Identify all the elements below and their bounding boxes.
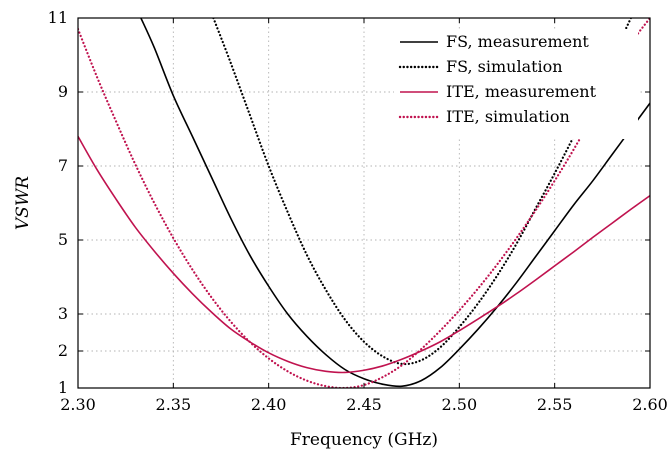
y-tick-label: 3 [58, 304, 68, 323]
x-tick-label: 2.55 [537, 395, 573, 414]
series-line-4 [78, 18, 650, 388]
y-tick-label: 11 [48, 8, 68, 27]
x-tick-label: 2.45 [346, 395, 382, 414]
y-axis-ticks: 1 2 3 5 7 9 11 [48, 8, 650, 397]
y-tick-label: 5 [58, 230, 68, 249]
legend-label: FS, measurement [446, 32, 589, 51]
y-tick-label: 9 [58, 82, 68, 101]
x-axis-ticks: 2.30 2.35 2.40 2.45 2.50 2.55 2.60 [60, 18, 668, 414]
legend-label: ITE, simulation [446, 107, 570, 126]
x-axis-label: Frequency (GHz) [290, 430, 438, 450]
y-tick-label: 7 [58, 156, 68, 175]
y-axis-label: VSWR [13, 176, 33, 230]
series-line-1 [140, 18, 650, 388]
y-tick-label: 2 [58, 341, 68, 360]
x-tick-label: 2.60 [632, 395, 668, 414]
y-tick-label: 1 [58, 378, 68, 397]
legend-label: ITE, measurement [446, 82, 597, 101]
x-tick-label: 2.40 [251, 395, 287, 414]
series-line-3 [78, 136, 650, 374]
x-tick-label: 2.35 [156, 395, 192, 414]
x-tick-label: 2.30 [60, 395, 96, 414]
x-tick-label: 2.50 [442, 395, 478, 414]
legend: FS, measurement FS, simulation ITE, measur… [394, 29, 638, 139]
grid-lines [78, 18, 650, 388]
legend-background [394, 29, 638, 139]
legend-label: FS, simulation [446, 57, 563, 76]
plot-area [78, 18, 650, 388]
